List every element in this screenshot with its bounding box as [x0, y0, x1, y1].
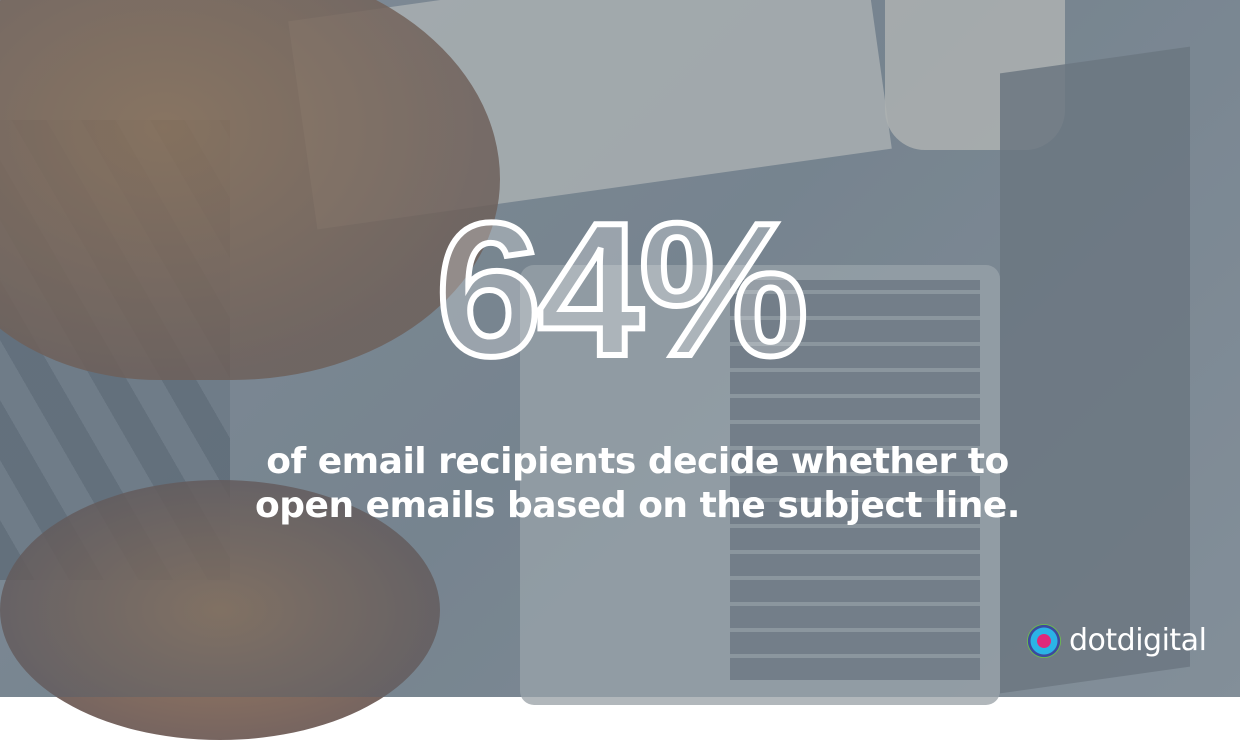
headline-stat: 64%	[433, 184, 811, 396]
tint-overlay	[0, 0, 1240, 697]
sweater-sleeve	[0, 0, 500, 380]
caption: of email recipients decide whether to op…	[0, 440, 1240, 528]
caption-line-2: open emails based on the subject line.	[255, 485, 1020, 526]
brand-name: dotdigital	[1069, 623, 1207, 658]
caption-line-1: of email recipients decide whether to	[266, 441, 1009, 482]
brand-logo: dotdigital	[1027, 623, 1207, 658]
keyboard	[730, 280, 980, 680]
dotdigital-logo-icon	[1027, 623, 1061, 658]
